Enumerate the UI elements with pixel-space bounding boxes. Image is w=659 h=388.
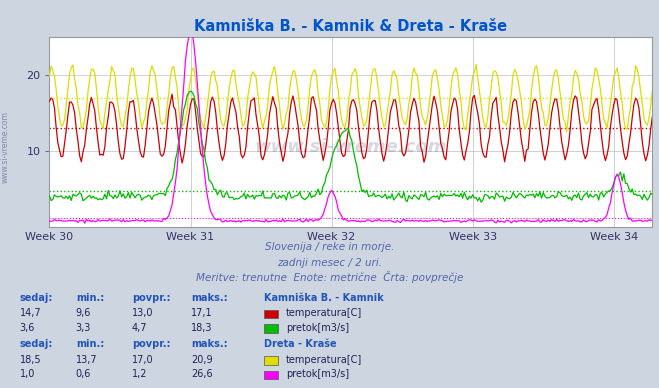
Text: 13,7: 13,7 — [76, 355, 98, 365]
Text: 17,0: 17,0 — [132, 355, 154, 365]
Text: 1,2: 1,2 — [132, 369, 148, 379]
Text: povpr.:: povpr.: — [132, 293, 170, 303]
Text: 3,3: 3,3 — [76, 322, 91, 333]
Text: 1,0: 1,0 — [20, 369, 35, 379]
Text: Dreta - Kraše: Dreta - Kraše — [264, 339, 336, 349]
Text: 13,0: 13,0 — [132, 308, 154, 318]
Text: www.si-vreme.com: www.si-vreme.com — [1, 111, 10, 184]
Text: 18,5: 18,5 — [20, 355, 42, 365]
Text: maks.:: maks.: — [191, 293, 228, 303]
Text: 9,6: 9,6 — [76, 308, 91, 318]
Text: 17,1: 17,1 — [191, 308, 213, 318]
Text: 18,3: 18,3 — [191, 322, 213, 333]
Text: sedaj:: sedaj: — [20, 293, 53, 303]
Text: 4,7: 4,7 — [132, 322, 148, 333]
Text: temperatura[C]: temperatura[C] — [286, 355, 362, 365]
Text: Meritve: trenutne  Enote: metrične  Črta: povprečje: Meritve: trenutne Enote: metrične Črta: … — [196, 271, 463, 283]
Text: 26,6: 26,6 — [191, 369, 213, 379]
Title: Kamniška B. - Kamnik & Dreta - Kraše: Kamniška B. - Kamnik & Dreta - Kraše — [194, 19, 507, 34]
Text: www.si-vreme.com: www.si-vreme.com — [254, 138, 447, 156]
Text: povpr.:: povpr.: — [132, 339, 170, 349]
Text: Kamniška B. - Kamnik: Kamniška B. - Kamnik — [264, 293, 384, 303]
Text: 14,7: 14,7 — [20, 308, 42, 318]
Text: Slovenija / reke in morje.: Slovenija / reke in morje. — [265, 242, 394, 252]
Text: 3,6: 3,6 — [20, 322, 35, 333]
Text: zadnji mesec / 2 uri.: zadnji mesec / 2 uri. — [277, 258, 382, 268]
Text: sedaj:: sedaj: — [20, 339, 53, 349]
Text: pretok[m3/s]: pretok[m3/s] — [286, 369, 349, 379]
Text: 0,6: 0,6 — [76, 369, 91, 379]
Text: pretok[m3/s]: pretok[m3/s] — [286, 322, 349, 333]
Text: 20,9: 20,9 — [191, 355, 213, 365]
Text: temperatura[C]: temperatura[C] — [286, 308, 362, 318]
Text: min.:: min.: — [76, 293, 104, 303]
Text: maks.:: maks.: — [191, 339, 228, 349]
Text: min.:: min.: — [76, 339, 104, 349]
